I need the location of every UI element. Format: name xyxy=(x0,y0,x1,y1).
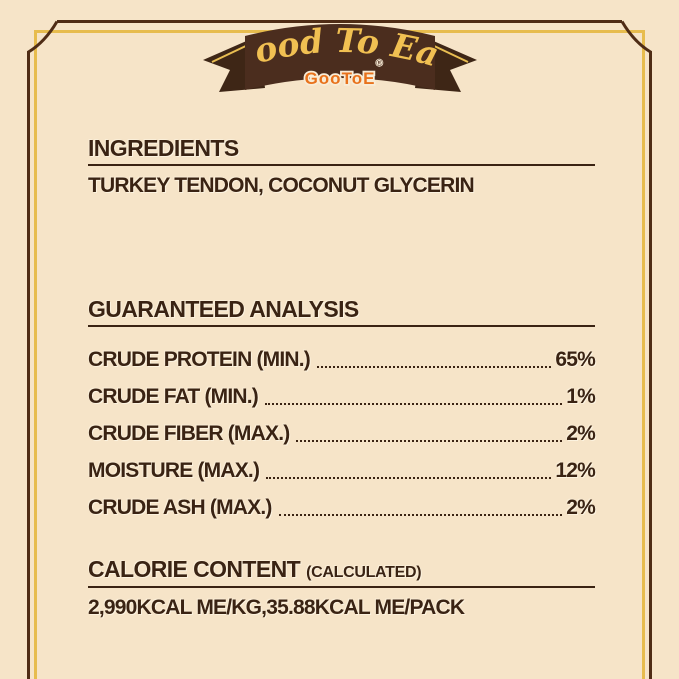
analysis-label: MOISTURE (MAX.) xyxy=(88,459,260,483)
analysis-value: 2% xyxy=(566,422,596,446)
calorie-content-heading: CALORIE CONTENT (CALCULATED) xyxy=(88,557,595,588)
ribbon-panel xyxy=(245,24,435,90)
analysis-row: CRUDE FAT (MIN.) 1% xyxy=(88,372,596,409)
dotted-leader xyxy=(264,403,563,406)
brand-logo-text: GooToE xyxy=(305,69,376,88)
ribbon-left-stitch xyxy=(211,43,251,63)
brand-ribbon: Good To Eat GooToE ® xyxy=(188,2,477,92)
ingredients-heading: INGREDIENTS xyxy=(88,136,595,167)
frame-outer-right-line xyxy=(620,20,652,679)
analysis-rows: CRUDE PROTEIN (MIN.) 65% CRUDE FAT (MIN.… xyxy=(88,335,596,520)
analysis-label: CRUDE PROTEIN (MIN.) xyxy=(88,348,311,372)
guaranteed-analysis-section: GUARANTEED ANALYSIS CRUDE PROTEIN (MIN.)… xyxy=(88,297,596,520)
calorie-heading-note: (CALCULATED) xyxy=(306,564,422,581)
dotted-leader xyxy=(296,440,563,443)
frame-outer-left-line xyxy=(27,20,59,679)
analysis-value: 1% xyxy=(566,385,596,409)
analysis-value: 65% xyxy=(555,348,595,372)
dotted-leader xyxy=(317,366,552,369)
analysis-label: CRUDE ASH (MAX.) xyxy=(88,496,272,520)
analysis-row: MOISTURE (MAX.) 12% xyxy=(88,446,596,483)
analysis-value: 12% xyxy=(555,459,595,483)
dotted-leader xyxy=(278,514,563,517)
analysis-label: CRUDE FAT (MIN.) xyxy=(88,385,259,409)
ingredients-section: INGREDIENTS TURKEY TENDON, COCONUT GLYCE… xyxy=(88,136,595,198)
analysis-label: CRUDE FIBER (MAX.) xyxy=(88,422,290,446)
calorie-heading-text: CALORIE CONTENT xyxy=(88,556,301,582)
dotted-leader xyxy=(266,477,552,480)
ingredients-list: TURKEY TENDON, COCONUT GLYCERIN xyxy=(88,174,475,198)
analysis-row: CRUDE FIBER (MAX.) 2% xyxy=(88,409,596,446)
analysis-row: CRUDE PROTEIN (MIN.) 65% xyxy=(88,335,596,372)
ribbon-right-stitch xyxy=(429,43,469,63)
calorie-value-line: 2,990KCAL ME/KG,35.88KCAL ME/PACK xyxy=(88,595,465,619)
guaranteed-analysis-heading: GUARANTEED ANALYSIS xyxy=(88,297,595,328)
calorie-content-section: CALORIE CONTENT (CALCULATED) 2,990KCAL ME… xyxy=(88,557,595,620)
registered-trademark-icon: ® xyxy=(376,58,383,68)
analysis-row: CRUDE ASH (MAX.) 2% xyxy=(88,483,596,520)
analysis-value: 2% xyxy=(566,496,596,520)
